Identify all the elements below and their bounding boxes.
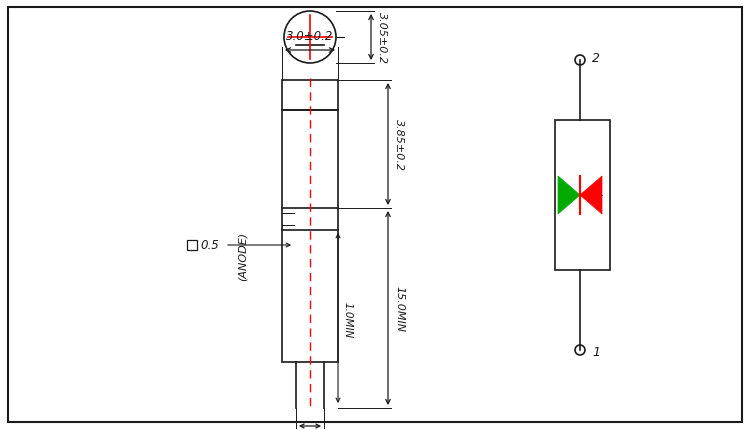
Text: 15.0MIN: 15.0MIN — [394, 285, 404, 331]
Bar — [555, 121, 610, 270]
Text: 3.85±0.2: 3.85±0.2 — [394, 119, 404, 171]
Text: 0.5: 0.5 — [200, 239, 219, 252]
Text: 1: 1 — [592, 346, 600, 359]
Text: 1.0MIN: 1.0MIN — [343, 301, 353, 338]
Bar — [282, 111, 338, 362]
Bar — [282, 81, 338, 111]
Text: 3.0±0.2: 3.0±0.2 — [286, 30, 334, 43]
Polygon shape — [580, 177, 602, 215]
Text: (ANODE): (ANODE) — [238, 231, 248, 280]
Polygon shape — [558, 177, 580, 215]
Bar — [187, 240, 197, 250]
Text: 2: 2 — [592, 52, 600, 65]
Text: 3.05±0.2: 3.05±0.2 — [377, 12, 387, 64]
